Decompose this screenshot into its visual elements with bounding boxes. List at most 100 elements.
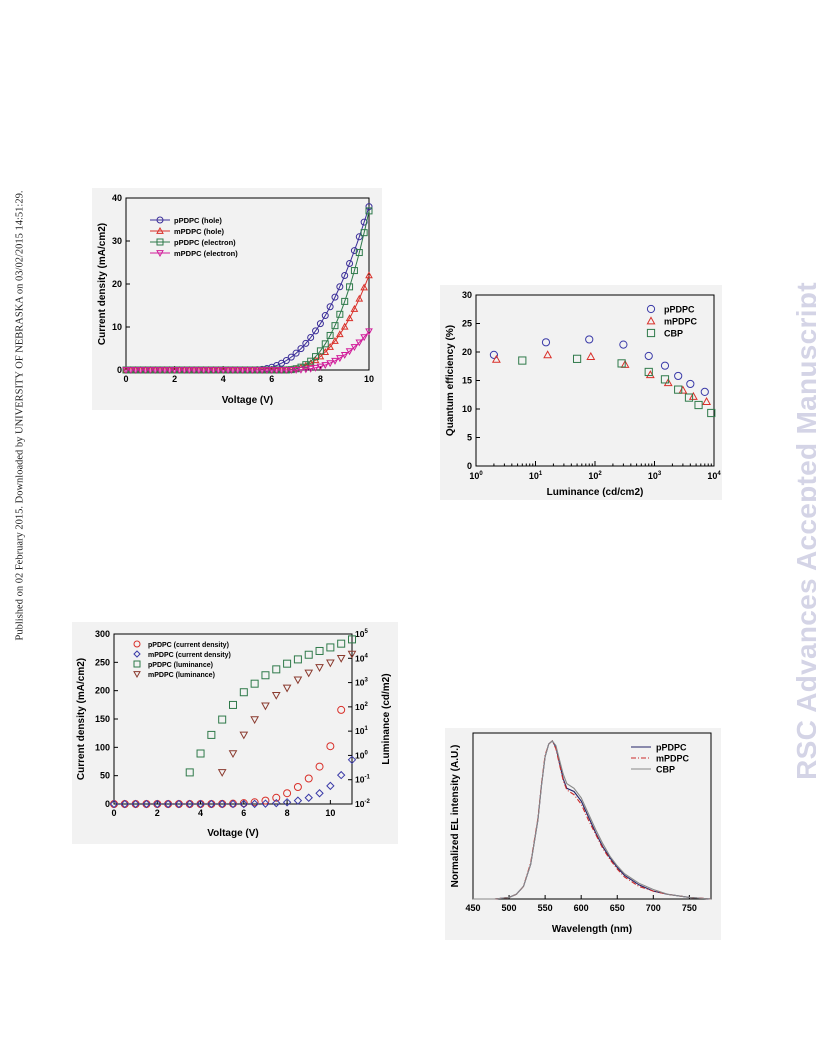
data-point-3 <box>301 366 310 374</box>
el-chart-panel: 450 500 550 600 650 700 750 Wavelength (nm) Norm… <box>445 728 721 940</box>
data-point-3 <box>267 367 276 375</box>
data-point-3 <box>347 650 357 659</box>
y-tick-label: 100 <box>95 742 110 752</box>
data-point-2 <box>321 340 329 348</box>
data-point-3 <box>161 367 169 375</box>
data-point-3 <box>199 367 208 375</box>
data-point-3 <box>233 367 242 375</box>
data-point-1 <box>355 294 364 302</box>
y-tick-label: 0 <box>467 461 472 471</box>
data-point-2 <box>341 297 349 305</box>
data-point-3 <box>195 367 203 375</box>
data-point-3 <box>293 676 303 685</box>
data-point-3 <box>224 367 232 375</box>
data-point-0 <box>619 340 628 349</box>
data-point-1 <box>109 799 119 809</box>
jv-chart: 0 2 4 6 8 10 0 10 20 30 40 Voltage (V) Current densi… <box>97 193 374 406</box>
legend-marker <box>133 650 141 658</box>
data-point-3 <box>306 365 315 373</box>
data-point-3 <box>311 364 320 372</box>
data-point-2 <box>684 393 694 402</box>
publication-note: Published on 02 February 2015. Downloade… <box>14 190 26 641</box>
data-point-3 <box>185 367 194 375</box>
data-point-3 <box>321 362 330 370</box>
journal-watermark: RSC Advances Accepted Manuscript <box>791 282 816 780</box>
x-tick-label: 10 <box>325 808 335 818</box>
data-point-0 <box>316 320 324 328</box>
data-point-2 <box>272 665 281 674</box>
data-point-3 <box>277 367 286 375</box>
data-point-3 <box>214 367 223 375</box>
series-line-0 <box>473 740 712 900</box>
x-tick-label: 4 <box>221 374 226 384</box>
data-point-1 <box>196 799 205 809</box>
data-point-1 <box>174 799 184 809</box>
y2-tick-label: 104 <box>355 653 368 663</box>
data-point-3 <box>365 328 373 336</box>
data-point-0 <box>304 774 313 783</box>
data-point-2 <box>239 688 248 697</box>
data-point-1 <box>336 770 346 780</box>
data-point-2 <box>337 639 346 648</box>
data-point-2 <box>660 375 670 384</box>
legend-label: pPDPC (current density) <box>148 642 229 649</box>
el-spectrum-chart: 450 500 550 600 650 700 750 Wavelength (nm) Norm… <box>450 732 712 935</box>
legend-label: mPDPC (hole) <box>174 227 225 236</box>
y-axis-label: Current density (mA/cm2) <box>76 658 87 780</box>
data-point-2 <box>355 249 363 257</box>
data-point-1 <box>282 798 292 807</box>
y2-axis-label: Luminance (cd/m2) <box>381 673 392 764</box>
data-point-1 <box>293 796 303 805</box>
x-axis-label: Voltage (V) <box>222 395 273 406</box>
data-point-2 <box>185 768 194 777</box>
data-point-3 <box>248 367 257 375</box>
data-point-1 <box>350 304 359 312</box>
y2-tick-label: 101 <box>355 726 368 736</box>
data-point-0 <box>644 351 653 361</box>
data-point-3 <box>263 367 271 375</box>
data-point-0 <box>307 334 315 342</box>
y-tick-label: 150 <box>95 714 110 724</box>
legend-label: CBP <box>656 765 675 775</box>
y-tick-label: 0 <box>117 365 122 375</box>
data-point-2 <box>346 283 354 291</box>
data-point-1 <box>163 799 173 809</box>
data-point-0 <box>272 793 281 802</box>
data-point-0 <box>541 338 551 347</box>
data-point-3 <box>238 367 247 375</box>
legend-label: pPDPC <box>664 305 695 315</box>
data-point-1 <box>261 799 270 808</box>
data-point-3 <box>271 691 281 700</box>
data-point-2 <box>617 359 626 368</box>
data-point-1 <box>702 396 712 405</box>
y-tick-label: 200 <box>95 686 110 696</box>
x-tick-label: 100 <box>469 471 483 481</box>
x-tick-label: 0 <box>111 808 116 818</box>
data-point-0 <box>360 218 368 226</box>
legend-marker <box>646 304 656 314</box>
y2-tick-label: 103 <box>355 678 368 688</box>
data-point-3 <box>204 367 213 375</box>
x-tick-label: 4 <box>198 808 203 818</box>
data-point-2 <box>304 650 313 659</box>
data-point-3 <box>253 367 262 375</box>
legend-label: pPDPC (electron) <box>174 238 236 247</box>
data-point-3 <box>239 731 249 740</box>
data-point-3 <box>250 716 259 725</box>
data-point-3 <box>219 367 228 375</box>
data-point-2 <box>644 367 653 377</box>
data-point-2 <box>350 267 358 275</box>
data-point-2 <box>336 310 344 318</box>
y2-tick-label: 10-2 <box>355 799 370 809</box>
data-point-3 <box>146 367 155 375</box>
x-tick-label: 600 <box>574 903 589 913</box>
x-tick-label: 10 <box>364 374 374 384</box>
plot-frame <box>472 732 712 900</box>
data-point-2 <box>218 715 227 724</box>
x-tick-label: 2 <box>172 374 177 384</box>
legend-marker <box>156 250 164 258</box>
data-point-1 <box>347 755 357 765</box>
data-point-3 <box>217 769 227 777</box>
data-point-3 <box>360 334 368 342</box>
data-point-3 <box>127 367 135 375</box>
